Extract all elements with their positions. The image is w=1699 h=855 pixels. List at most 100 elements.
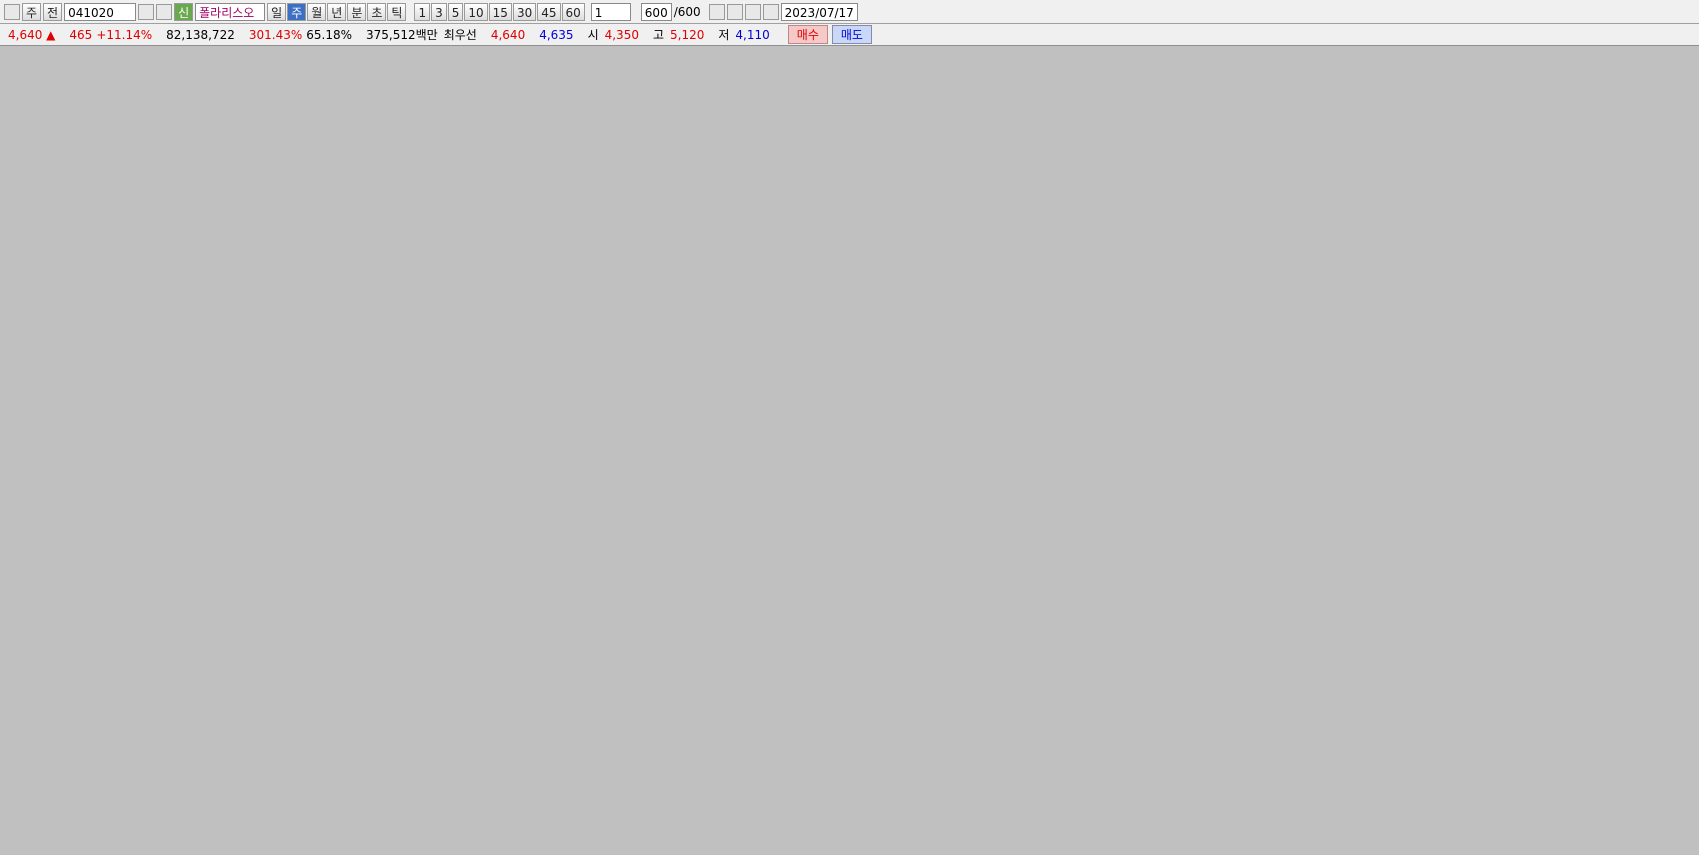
candle-body bbox=[941, 684, 947, 690]
candle-body bbox=[1530, 600, 1536, 606]
volume-bar bbox=[199, 827, 205, 834]
candle-body bbox=[567, 554, 573, 568]
candle-body bbox=[445, 442, 451, 457]
window-icon[interactable] bbox=[4, 3, 20, 20]
minute-button[interactable]: 5 bbox=[447, 2, 464, 21]
candle-body bbox=[92, 237, 98, 294]
candle-body bbox=[991, 689, 997, 694]
candle-body bbox=[462, 465, 468, 480]
y-tick-label: 7,000 bbox=[1670, 416, 1699, 430]
volume-bar bbox=[392, 830, 398, 834]
interval-button[interactable]: 주 bbox=[287, 2, 307, 21]
price-label: 4,640 bbox=[1658, 526, 1692, 540]
volume-bar bbox=[377, 827, 383, 834]
volume-bar bbox=[1377, 831, 1383, 834]
candle-body bbox=[176, 377, 182, 401]
volume-bar bbox=[664, 831, 670, 834]
interval-button[interactable]: 월 bbox=[307, 2, 327, 21]
interval-button[interactable]: 초 bbox=[367, 2, 387, 21]
minute-button[interactable]: 30 bbox=[512, 2, 537, 21]
candle-body bbox=[354, 372, 360, 401]
candle-body bbox=[1108, 693, 1114, 704]
volume-bar bbox=[839, 829, 845, 834]
candle-body bbox=[1067, 679, 1073, 699]
candle-body bbox=[1169, 679, 1175, 685]
candle-body bbox=[1365, 656, 1371, 662]
y-tick-label: 11,000 bbox=[1662, 230, 1699, 244]
volume-bar bbox=[537, 830, 543, 834]
open-label: 시 bbox=[587, 28, 599, 42]
volume-bar bbox=[941, 832, 947, 834]
period-type[interactable]: 주 bbox=[22, 2, 42, 21]
date-input[interactable]: 2023/07/17 bbox=[780, 2, 858, 21]
interval-button[interactable]: 일 bbox=[267, 2, 287, 21]
candle-body bbox=[1207, 633, 1213, 648]
candle-body bbox=[115, 386, 121, 396]
volume-bar bbox=[928, 832, 934, 834]
candle-body bbox=[1029, 689, 1035, 699]
minute-button[interactable]: 15 bbox=[488, 2, 512, 21]
save-icon[interactable] bbox=[744, 3, 761, 20]
x-tick-label: 2021 bbox=[1217, 838, 1248, 852]
candle-body bbox=[577, 567, 583, 592]
volume-bar bbox=[161, 826, 167, 834]
volume-bar bbox=[915, 831, 921, 834]
minute-button[interactable]: 10 bbox=[464, 2, 488, 21]
volume-bar bbox=[138, 830, 144, 834]
volume-bar bbox=[1403, 831, 1409, 834]
candle-body bbox=[826, 665, 832, 680]
candle-body bbox=[1118, 693, 1124, 704]
volume-bar bbox=[1474, 829, 1480, 834]
interval-button[interactable]: 분 bbox=[347, 2, 367, 21]
open: 4,350 bbox=[604, 27, 639, 42]
candle-body bbox=[1352, 656, 1358, 662]
count[interactable]: 600 bbox=[640, 2, 672, 21]
candle-body bbox=[801, 675, 807, 683]
candle-body bbox=[712, 628, 718, 662]
candle-body bbox=[1309, 619, 1315, 634]
candle-body bbox=[1481, 651, 1487, 671]
settings-icon[interactable] bbox=[762, 3, 779, 20]
candle-body bbox=[1042, 689, 1048, 694]
price-change: 44.32% bbox=[1646, 539, 1692, 553]
minute-button[interactable]: 60 bbox=[561, 2, 585, 21]
volume-bar bbox=[1144, 828, 1150, 834]
candle-body bbox=[377, 423, 383, 480]
candle-body bbox=[722, 642, 728, 662]
candle-body bbox=[438, 442, 444, 461]
volume-bar bbox=[966, 832, 972, 834]
volume-bar bbox=[207, 829, 213, 834]
minute-button[interactable]: 45 bbox=[537, 2, 561, 21]
volume-bar bbox=[519, 828, 525, 834]
code-input[interactable]: 041020 bbox=[64, 2, 137, 21]
candle-body bbox=[1017, 693, 1023, 699]
x-tick-label: 2012 bbox=[75, 838, 106, 852]
candle-body bbox=[511, 549, 517, 573]
sell-button[interactable]: 매도 bbox=[831, 25, 872, 44]
search-icon[interactable] bbox=[138, 3, 155, 20]
tool-icon[interactable] bbox=[726, 3, 743, 20]
volume-label: 479,296M bbox=[2, 729, 62, 743]
candle-body bbox=[915, 675, 921, 680]
interval-button[interactable]: 년 bbox=[327, 2, 347, 21]
volume-bar bbox=[293, 828, 299, 834]
candle-body bbox=[966, 684, 972, 690]
crosshair-label: 2013/07/08(월) bbox=[220, 838, 310, 852]
minute-button[interactable]: 1 bbox=[414, 2, 431, 21]
bid: 4,635 bbox=[539, 27, 574, 42]
volume-bar bbox=[1131, 829, 1137, 834]
x-tick-label: 2013 bbox=[202, 838, 233, 852]
interval-button[interactable]: 틱 bbox=[387, 2, 407, 21]
buy-button[interactable]: 매수 bbox=[787, 25, 828, 44]
volume-bar bbox=[753, 830, 759, 834]
volume-bar bbox=[598, 830, 604, 834]
multiplier[interactable]: 1 bbox=[590, 2, 631, 21]
candle-body bbox=[1502, 619, 1508, 638]
sound-icon[interactable] bbox=[156, 3, 173, 20]
minute-button[interactable]: 3 bbox=[431, 2, 447, 21]
y-tick-label: 14,000 bbox=[1662, 90, 1699, 104]
prefix[interactable]: 전 bbox=[43, 2, 63, 21]
tool-icon[interactable] bbox=[708, 3, 725, 20]
volume-bar bbox=[1525, 803, 1531, 834]
